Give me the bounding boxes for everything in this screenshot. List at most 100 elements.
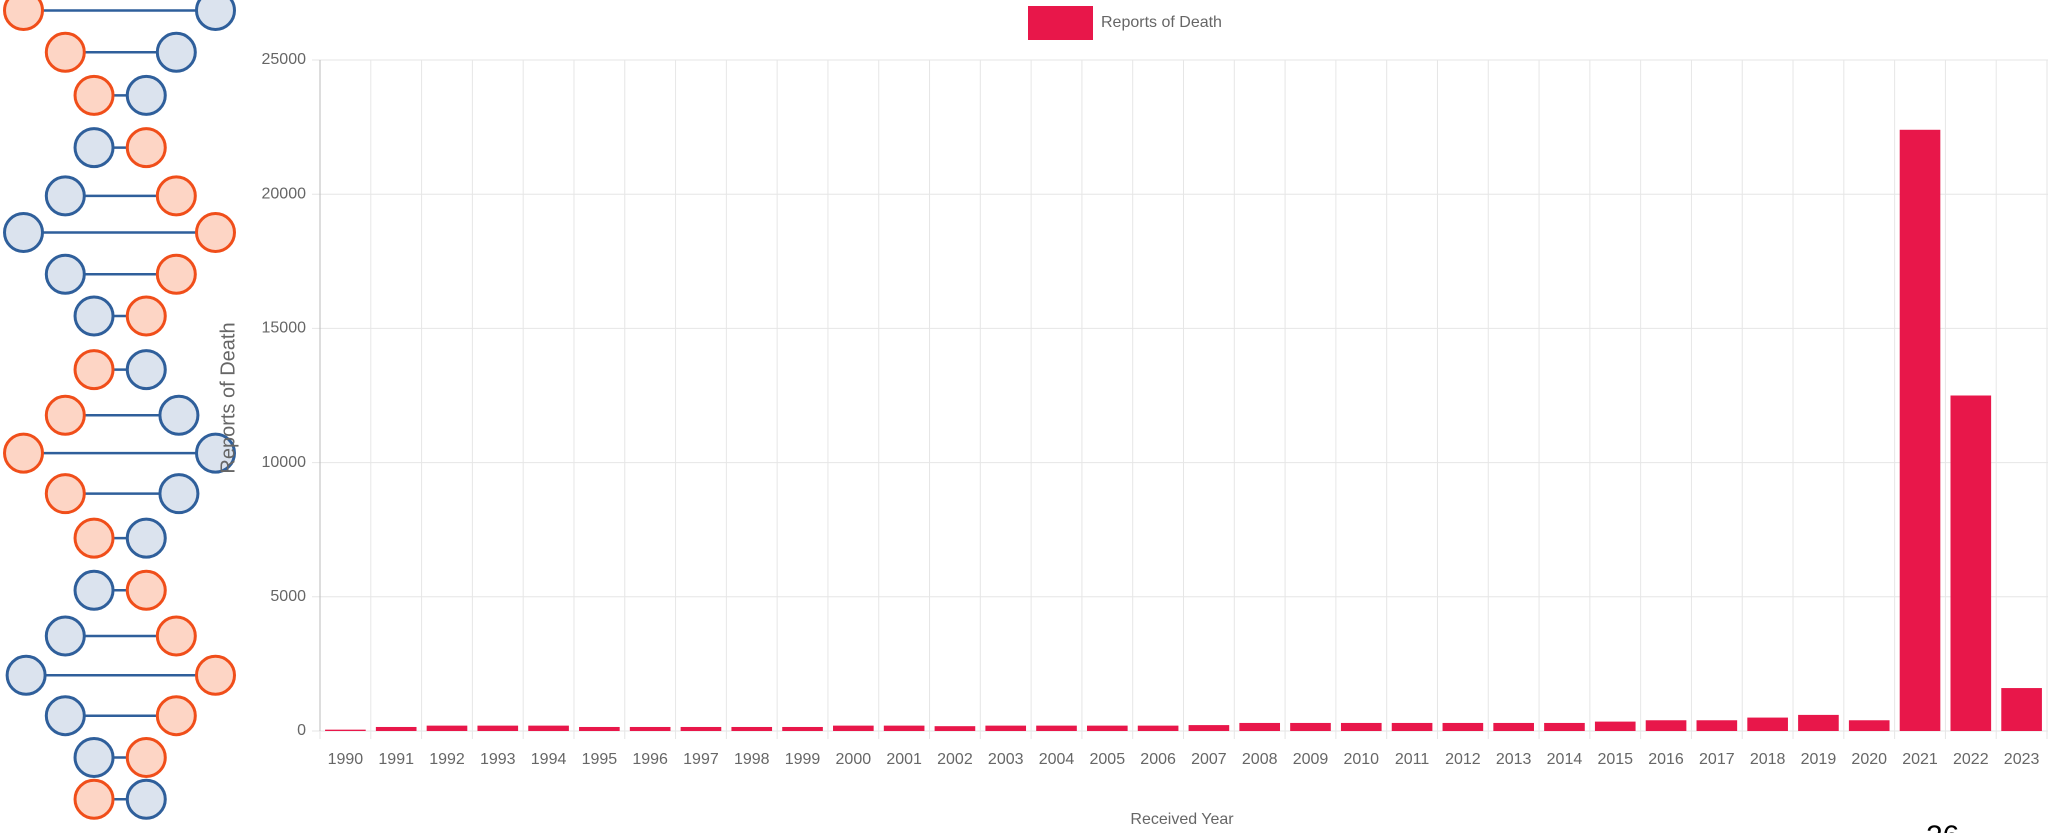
dna-node: [125, 74, 167, 116]
bar: [1950, 395, 1992, 731]
bar: [1036, 725, 1077, 731]
dna-node: [155, 175, 197, 217]
x-tick-label: 2013: [1496, 751, 1532, 768]
dna-node: [125, 778, 167, 820]
bar: [1493, 722, 1534, 731]
bar: [1290, 722, 1331, 731]
x-tick-label: 2015: [1597, 751, 1633, 768]
bar: [1391, 722, 1433, 731]
x-tick-label: 1993: [480, 751, 516, 768]
dna-node: [155, 31, 197, 73]
dna-node: [44, 695, 86, 737]
bar: [579, 726, 620, 731]
dna-node: [194, 654, 236, 696]
y-tick-label: 20000: [262, 185, 307, 202]
dna-node: [158, 473, 200, 515]
x-tick-label: 1996: [632, 751, 668, 768]
bar: [325, 729, 366, 731]
bar: [1239, 722, 1281, 731]
dna-node: [73, 127, 115, 169]
dna-node: [158, 394, 200, 436]
dna-node: [125, 569, 167, 611]
dna-node: [3, 0, 45, 31]
dna-node: [155, 253, 197, 295]
x-tick-label: 2003: [988, 751, 1024, 768]
dna-node: [44, 473, 86, 515]
x-tick-label: 2014: [1547, 751, 1583, 768]
dna-node: [73, 736, 115, 778]
bar: [782, 726, 823, 731]
bar: [1848, 720, 1890, 731]
bar: [1086, 725, 1128, 731]
dna-node: [73, 569, 115, 611]
x-tick-label: 2005: [1090, 751, 1126, 768]
dna-node: [125, 349, 167, 391]
y-tick-label: 5000: [270, 588, 306, 605]
bar: [1188, 725, 1230, 731]
dna-node: [155, 615, 197, 657]
dna-node: [73, 74, 115, 116]
x-tick-label: 2023: [2004, 751, 2040, 768]
x-tick-label: 2002: [937, 751, 973, 768]
bar: [985, 725, 1027, 731]
x-tick-label: 1992: [429, 751, 465, 768]
bar: [1645, 720, 1687, 731]
dna-node: [125, 295, 167, 337]
x-tick-label: 1997: [683, 751, 719, 768]
bar: [375, 726, 417, 731]
x-tick-label: 2008: [1242, 751, 1278, 768]
bar: [731, 726, 773, 731]
x-tick-label: 2001: [886, 751, 922, 768]
x-tick-label: 2009: [1293, 751, 1329, 768]
x-tick-label: 2007: [1191, 751, 1227, 768]
x-tick-label: 2000: [836, 751, 872, 768]
bar: [1442, 722, 1484, 731]
dna-node: [125, 517, 167, 559]
x-tick-label: 2022: [1953, 751, 1989, 768]
dna-node: [194, 432, 236, 474]
y-tick-label: 0: [297, 722, 306, 739]
x-tick-label: 1998: [734, 751, 770, 768]
x-tick-label: 1999: [785, 751, 821, 768]
dna-node: [44, 253, 86, 295]
y-axis-label: Reports of Death: [217, 322, 239, 473]
dna-node: [3, 211, 45, 253]
x-tick-label: 2018: [1750, 751, 1786, 768]
dna-node: [73, 517, 115, 559]
x-axis-label: Received Year: [1130, 811, 1234, 828]
x-tick-label: 1995: [582, 751, 618, 768]
x-tick-label: 2019: [1801, 751, 1837, 768]
x-tick-label: 1994: [531, 751, 567, 768]
dna-node: [73, 295, 115, 337]
bar: [833, 725, 874, 731]
x-tick-label: 2017: [1699, 751, 1735, 768]
dna-node: [155, 695, 197, 737]
dna-node: [125, 127, 167, 169]
dna-node: [194, 0, 236, 31]
bar: [680, 726, 722, 731]
x-tick-label: 2012: [1445, 751, 1481, 768]
x-tick-label: 2006: [1140, 751, 1176, 768]
bar: [2001, 688, 2042, 731]
x-tick-label: 2010: [1343, 751, 1379, 768]
x-tick-label: 2020: [1851, 751, 1887, 768]
bar: [883, 725, 925, 731]
dna-node: [73, 778, 115, 820]
x-tick-label: 1991: [378, 751, 414, 768]
dna-node: [5, 654, 47, 696]
bar: [629, 726, 671, 731]
dna-node: [44, 394, 86, 436]
bar: [1340, 722, 1382, 731]
y-tick-label: 25000: [262, 51, 307, 68]
legend-swatch: [1028, 6, 1093, 40]
x-tick-label: 2011: [1395, 751, 1430, 768]
y-tick-label: 15000: [262, 320, 307, 337]
page-number: 26: [1926, 820, 1959, 833]
dna-node: [3, 432, 45, 474]
dna-decoration: [3, 0, 236, 820]
y-tick-label: 10000: [262, 454, 307, 471]
dna-node: [194, 211, 236, 253]
bar: [1798, 714, 1839, 731]
bar: [1544, 722, 1585, 731]
